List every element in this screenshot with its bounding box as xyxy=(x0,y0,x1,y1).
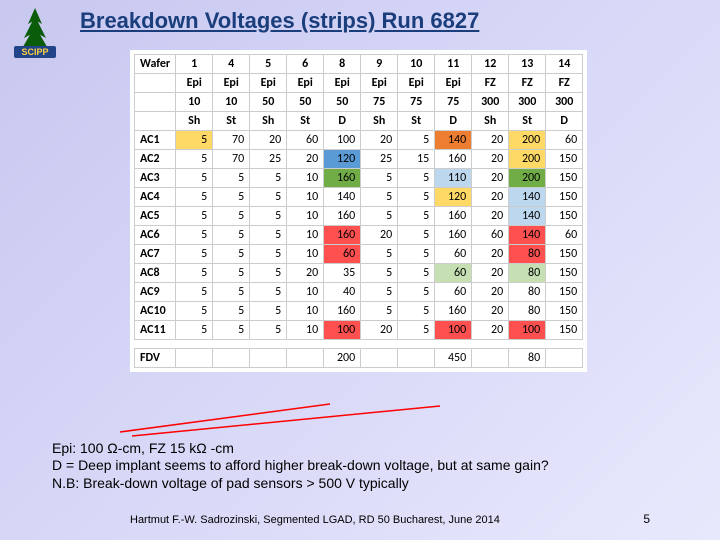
note-line: Epi: 100 Ω-cm, FZ 15 kΩ -cm xyxy=(52,440,549,458)
svg-text:SCIPP: SCIPP xyxy=(21,47,48,57)
note-line: N.B: Break-down voltage of pad sensors >… xyxy=(52,475,549,493)
page-number: 5 xyxy=(643,512,650,526)
voltage-table: Wafer1456891011121314EpiEpiEpiEpiEpiEpiE… xyxy=(130,50,587,372)
scipp-logo: SCIPP xyxy=(10,6,60,66)
footer-text: Hartmut F.-W. Sadrozinski, Segmented LGA… xyxy=(130,514,500,526)
notes-block: Epi: 100 Ω-cm, FZ 15 kΩ -cm D = Deep imp… xyxy=(52,440,549,493)
note-line: D = Deep implant seems to afford higher … xyxy=(52,457,549,475)
slide-title: Breakdown Voltages (strips) Run 6827 xyxy=(80,8,479,34)
